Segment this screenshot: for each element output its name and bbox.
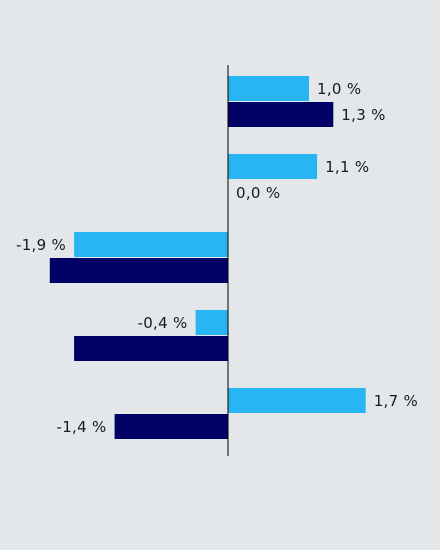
data-label-group2-series2: 0,0 % — [236, 184, 280, 202]
data-label-group5-series2: -1,4 % — [57, 418, 107, 436]
bar-group5-series2 — [114, 414, 228, 439]
bar-group4-series2 — [74, 336, 228, 361]
bar-group4-series1 — [195, 310, 228, 335]
data-label-group4-series1: -0,4 % — [138, 314, 188, 332]
bar-group3-series2 — [49, 258, 228, 283]
data-label-group3-series1: -1,9 % — [16, 236, 66, 254]
bar-group1-series2 — [228, 102, 334, 127]
data-label-group1-series1: 1,0 % — [317, 80, 361, 98]
bar-group2-series1 — [228, 154, 318, 179]
data-label-group1-series2: 1,3 % — [341, 106, 385, 124]
data-label-group2-series1: 1,1 % — [325, 158, 369, 176]
bar-group1-series1 — [228, 76, 309, 101]
data-label-group5-series1: 1,7 % — [374, 392, 418, 410]
bar-group5-series1 — [228, 388, 366, 413]
bar-group3-series1 — [74, 232, 228, 257]
